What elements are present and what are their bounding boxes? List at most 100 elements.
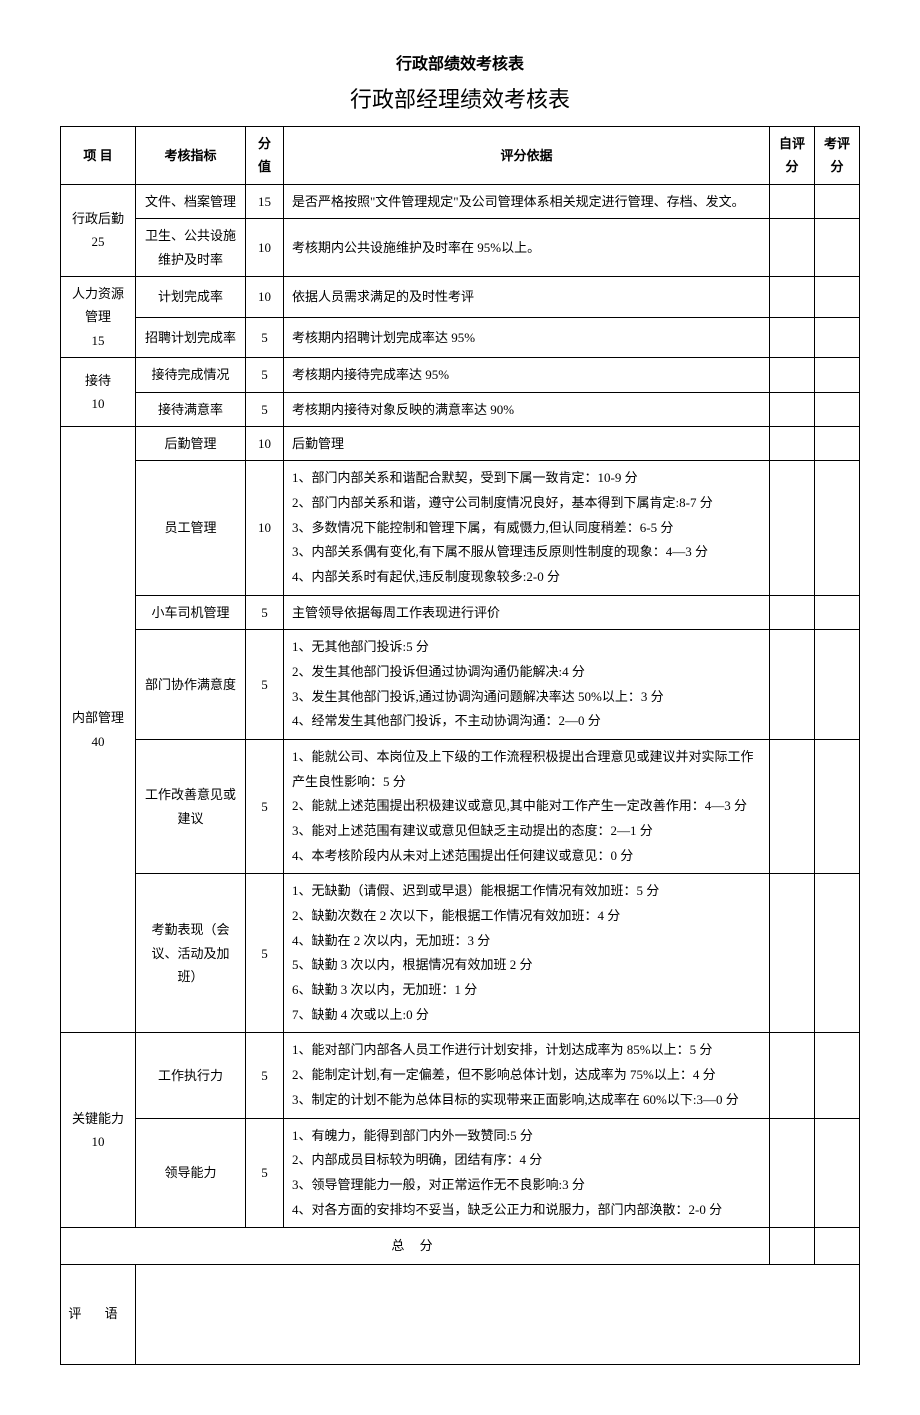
category-cell: 人力资源管理15 — [61, 276, 136, 357]
self-score-cell[interactable] — [770, 1033, 815, 1118]
self-score-cell[interactable] — [770, 358, 815, 392]
self-score-cell[interactable] — [770, 392, 815, 426]
category-cell: 接待10 — [61, 358, 136, 427]
total-self-cell[interactable] — [770, 1228, 815, 1264]
header-row: 项 目 考核指标 分值 评分依据 自评分 考评分 — [61, 127, 860, 185]
eval-score-cell[interactable] — [815, 595, 860, 629]
self-score-cell[interactable] — [770, 874, 815, 1033]
comment-content[interactable] — [136, 1264, 860, 1364]
criteria-cell: 是否严格按照"文件管理规定"及公司管理体系相关规定进行管理、存档、发文。 — [284, 184, 770, 218]
indicator-cell: 接待满意率 — [136, 392, 246, 426]
score-cell: 10 — [246, 219, 284, 277]
table-row: 领导能力51、有魄力，能得到部门内外一致赞同:5 分2、内部成员目标较为明确，团… — [61, 1118, 860, 1228]
table-row: 行政后勤25文件、档案管理15是否严格按照"文件管理规定"及公司管理体系相关规定… — [61, 184, 860, 218]
score-cell: 5 — [246, 739, 284, 873]
criteria-cell: 考核期内招聘计划完成率达 95% — [284, 317, 770, 358]
self-score-cell[interactable] — [770, 219, 815, 277]
comment-label: 评 语 — [61, 1264, 136, 1364]
category-cell: 内部管理40 — [61, 426, 136, 1033]
total-row: 总 分 — [61, 1228, 860, 1264]
assessment-table: 项 目 考核指标 分值 评分依据 自评分 考评分 行政后勤25文件、档案管理15… — [60, 126, 860, 1365]
table-row: 员工管理101、部门内部关系和谐配合默契，受到下属一致肯定：10-9 分2、部门… — [61, 461, 860, 595]
table-row: 部门协作满意度51、无其他部门投诉:5 分2、发生其他部门投诉但通过协调沟通仍能… — [61, 630, 860, 740]
eval-score-cell[interactable] — [815, 874, 860, 1033]
criteria-cell: 后勤管理 — [284, 426, 770, 460]
table-row: 人力资源管理15计划完成率10依据人员需求满足的及时性考评 — [61, 276, 860, 317]
score-cell: 15 — [246, 184, 284, 218]
criteria-cell: 1、能就公司、本岗位及上下级的工作流程积极提出合理意见或建议并对实际工作产生良性… — [284, 739, 770, 873]
indicator-cell: 领导能力 — [136, 1118, 246, 1228]
eval-score-cell[interactable] — [815, 219, 860, 277]
score-cell: 5 — [246, 874, 284, 1033]
indicator-cell: 工作改善意见或建议 — [136, 739, 246, 873]
self-score-cell[interactable] — [770, 317, 815, 358]
comment-row: 评 语 — [61, 1264, 860, 1364]
self-score-cell[interactable] — [770, 739, 815, 873]
score-cell: 5 — [246, 317, 284, 358]
indicator-cell: 工作执行力 — [136, 1033, 246, 1118]
table-row: 关键能力10工作执行力51、能对部门内部各人员工作进行计划安排，计划达成率为 8… — [61, 1033, 860, 1118]
table-row: 考勤表现（会议、活动及加班）51、无缺勤（请假、迟到或早退）能根据工作情况有效加… — [61, 874, 860, 1033]
eval-score-cell[interactable] — [815, 358, 860, 392]
score-cell: 5 — [246, 1033, 284, 1118]
header-indicator: 考核指标 — [136, 127, 246, 185]
table-row: 卫生、公共设施维护及时率10考核期内公共设施维护及时率在 95%以上。 — [61, 219, 860, 277]
score-cell: 5 — [246, 392, 284, 426]
header-self: 自评分 — [770, 127, 815, 185]
score-cell: 5 — [246, 1118, 284, 1228]
criteria-cell: 1、有魄力，能得到部门内外一致赞同:5 分2、内部成员目标较为明确，团结有序：4… — [284, 1118, 770, 1228]
table-row: 工作改善意见或建议51、能就公司、本岗位及上下级的工作流程积极提出合理意见或建议… — [61, 739, 860, 873]
self-score-cell[interactable] — [770, 595, 815, 629]
header-score: 分值 — [246, 127, 284, 185]
eval-score-cell[interactable] — [815, 461, 860, 595]
criteria-cell: 依据人员需求满足的及时性考评 — [284, 276, 770, 317]
eval-score-cell[interactable] — [815, 276, 860, 317]
score-cell: 10 — [246, 276, 284, 317]
eval-score-cell[interactable] — [815, 1118, 860, 1228]
self-score-cell[interactable] — [770, 1118, 815, 1228]
table-row: 招聘计划完成率5考核期内招聘计划完成率达 95% — [61, 317, 860, 358]
table-row: 接待满意率5考核期内接待对象反映的满意率达 90% — [61, 392, 860, 426]
total-eval-cell[interactable] — [815, 1228, 860, 1264]
indicator-cell: 接待完成情况 — [136, 358, 246, 392]
category-cell: 行政后勤25 — [61, 184, 136, 276]
indicator-cell: 计划完成率 — [136, 276, 246, 317]
header-eval: 考评分 — [815, 127, 860, 185]
eval-score-cell[interactable] — [815, 739, 860, 873]
self-score-cell[interactable] — [770, 461, 815, 595]
criteria-cell: 1、无其他部门投诉:5 分2、发生其他部门投诉但通过协调沟通仍能解决:4 分3、… — [284, 630, 770, 740]
main-title: 行政部绩效考核表 — [60, 50, 860, 74]
criteria-cell: 1、部门内部关系和谐配合默契，受到下属一致肯定：10-9 分2、部门内部关系和谐… — [284, 461, 770, 595]
score-cell: 5 — [246, 358, 284, 392]
eval-score-cell[interactable] — [815, 392, 860, 426]
header-project: 项 目 — [61, 127, 136, 185]
self-score-cell[interactable] — [770, 276, 815, 317]
table-row: 小车司机管理5主管领导依据每周工作表现进行评价 — [61, 595, 860, 629]
self-score-cell[interactable] — [770, 426, 815, 460]
self-score-cell[interactable] — [770, 630, 815, 740]
indicator-cell: 考勤表现（会议、活动及加班） — [136, 874, 246, 1033]
total-label: 总 分 — [61, 1228, 770, 1264]
criteria-cell: 1、无缺勤（请假、迟到或早退）能根据工作情况有效加班：5 分2、缺勤次数在 2 … — [284, 874, 770, 1033]
score-cell: 5 — [246, 630, 284, 740]
self-score-cell[interactable] — [770, 184, 815, 218]
table-row: 内部管理40后勤管理10后勤管理 — [61, 426, 860, 460]
category-cell: 关键能力10 — [61, 1033, 136, 1228]
eval-score-cell[interactable] — [815, 184, 860, 218]
eval-score-cell[interactable] — [815, 1033, 860, 1118]
sub-title: 行政部经理绩效考核表 — [60, 82, 860, 114]
indicator-cell: 文件、档案管理 — [136, 184, 246, 218]
score-cell: 5 — [246, 595, 284, 629]
eval-score-cell[interactable] — [815, 426, 860, 460]
score-cell: 10 — [246, 461, 284, 595]
indicator-cell: 部门协作满意度 — [136, 630, 246, 740]
indicator-cell: 员工管理 — [136, 461, 246, 595]
criteria-cell: 考核期内接待完成率达 95% — [284, 358, 770, 392]
score-cell: 10 — [246, 426, 284, 460]
eval-score-cell[interactable] — [815, 317, 860, 358]
criteria-cell: 主管领导依据每周工作表现进行评价 — [284, 595, 770, 629]
header-criteria: 评分依据 — [284, 127, 770, 185]
indicator-cell: 招聘计划完成率 — [136, 317, 246, 358]
table-row: 接待10接待完成情况5考核期内接待完成率达 95% — [61, 358, 860, 392]
eval-score-cell[interactable] — [815, 630, 860, 740]
